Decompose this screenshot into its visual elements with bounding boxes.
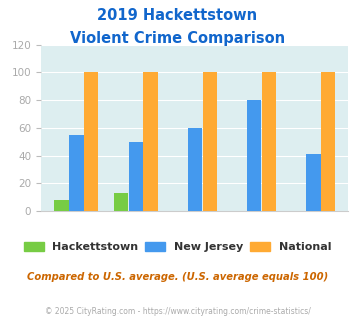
Text: 2019 Hackettstown: 2019 Hackettstown	[97, 8, 258, 23]
Bar	[54, 200, 69, 211]
Text: Violent Crime Comparison: Violent Crime Comparison	[70, 31, 285, 46]
Bar	[247, 100, 261, 211]
Bar	[114, 193, 128, 211]
Text: Compared to U.S. average. (U.S. average equals 100): Compared to U.S. average. (U.S. average …	[27, 272, 328, 282]
Bar	[84, 72, 98, 211]
Bar	[69, 135, 83, 211]
Bar	[143, 72, 158, 211]
Text: © 2025 CityRating.com - https://www.cityrating.com/crime-statistics/: © 2025 CityRating.com - https://www.city…	[45, 307, 310, 316]
Bar	[188, 128, 202, 211]
Bar	[321, 72, 335, 211]
Bar	[129, 142, 143, 211]
Bar	[306, 154, 321, 211]
Bar	[262, 72, 276, 211]
Bar	[203, 72, 217, 211]
Legend: Hackettstown, New Jersey, National: Hackettstown, New Jersey, National	[23, 242, 332, 252]
